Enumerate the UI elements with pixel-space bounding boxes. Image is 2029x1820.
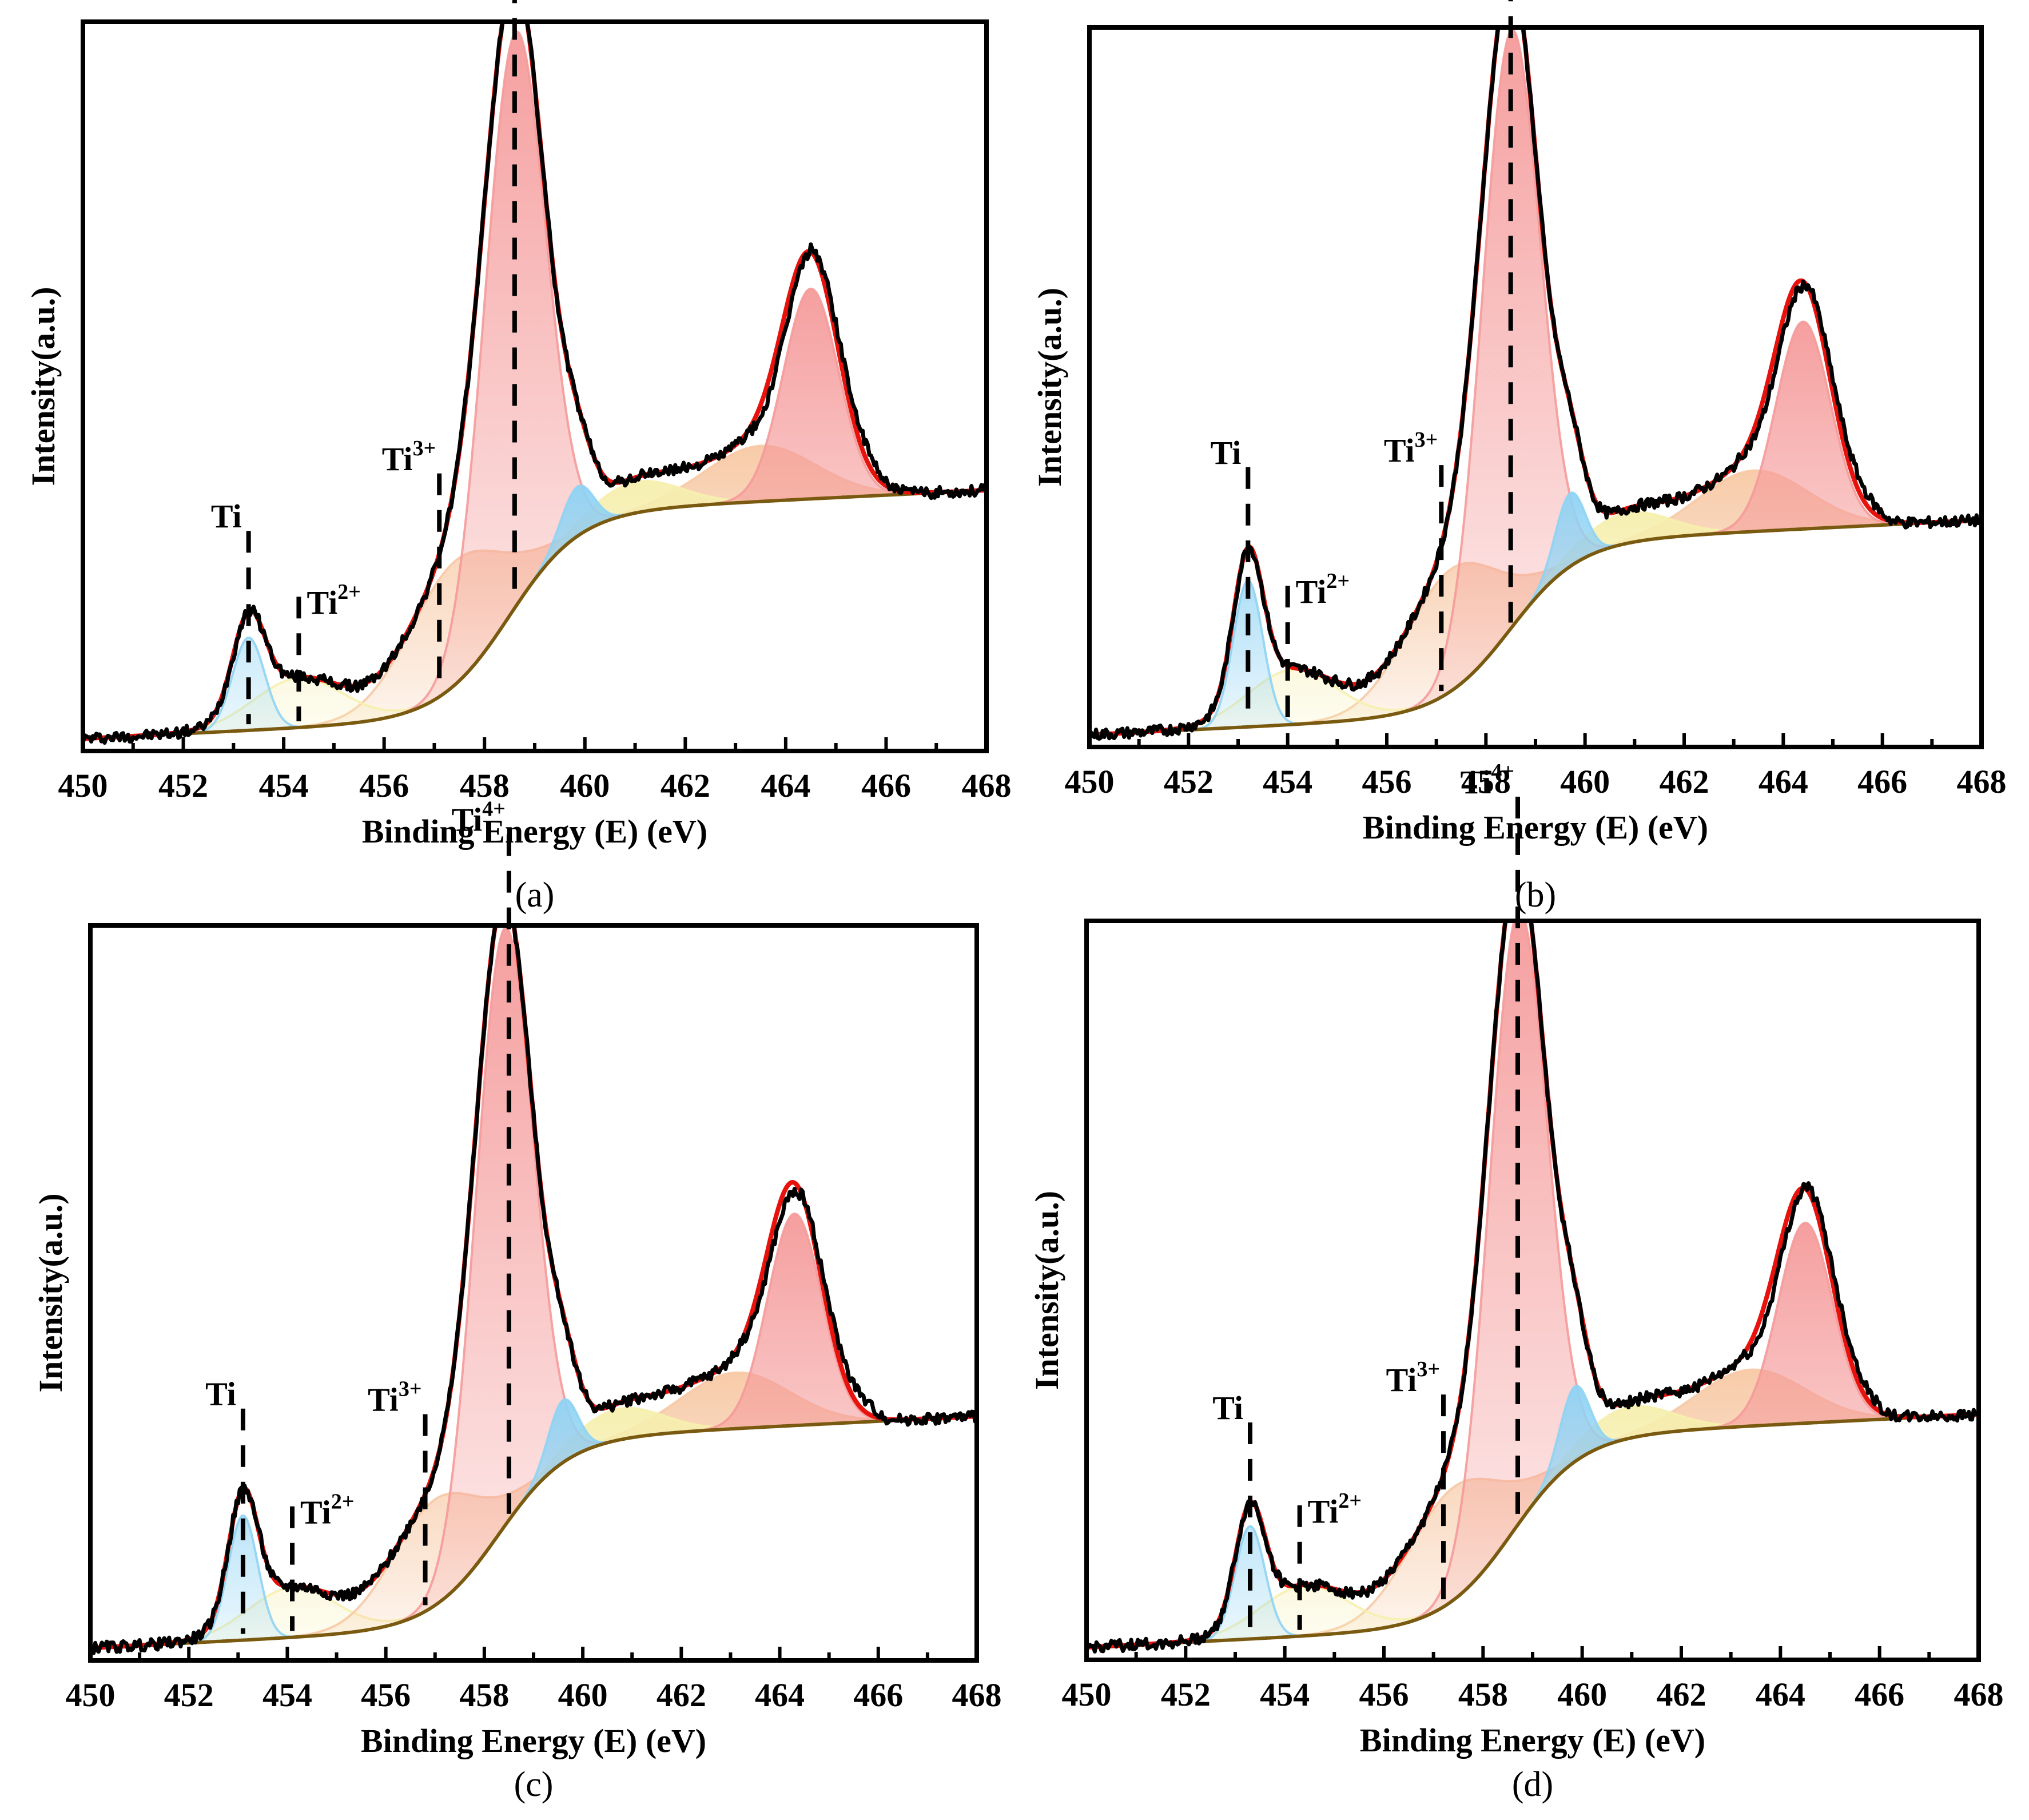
x-tick-label: 464: [761, 767, 810, 804]
x-tick-label: 450: [58, 767, 108, 804]
peak-label-ti: Ti: [211, 498, 242, 535]
background-line: [90, 1414, 977, 1650]
measured-spectrum-line: [1089, 27, 1982, 741]
x-tick-label: 456: [1362, 763, 1412, 800]
x-tick-label: 468: [962, 767, 1012, 804]
plot-area: [83, 22, 986, 745]
x-tick-label: 452: [164, 1676, 214, 1714]
x-axis-title: Binding Energy (E) (eV): [1360, 1722, 1705, 1759]
x-tick-label: 466: [853, 1676, 903, 1714]
component-peak-ti4-2p3-2-: [90, 926, 977, 1650]
peak-label-ti2plus: Ti2+: [1308, 1489, 1362, 1530]
panel-caption: (b): [1515, 876, 1556, 915]
x-tick-label: 466: [1857, 763, 1907, 800]
peak-label-ti3plus: Ti3+: [1384, 428, 1438, 469]
x-tick-label: 466: [861, 767, 911, 804]
measured-spectrum-line: [1087, 921, 1979, 1654]
x-tick-label: 458: [1461, 763, 1511, 800]
x-tick-label: 462: [657, 1676, 706, 1714]
panel-caption: (d): [1512, 1765, 1553, 1804]
x-tick-label: 456: [1359, 1676, 1409, 1713]
y-axis-title: Intensity(a.u.): [25, 287, 62, 486]
x-tick-label: 466: [1855, 1676, 1904, 1713]
peak-label-ti2plus: Ti2+: [307, 580, 360, 621]
x-tick-label: 454: [262, 1676, 312, 1714]
x-tick-label: 468: [1957, 763, 2007, 800]
x-tick-label: 464: [755, 1676, 805, 1714]
panel-caption: (c): [514, 1765, 554, 1804]
x-tick-label: 454: [1263, 763, 1312, 800]
x-tick-label: 464: [1756, 1676, 1805, 1713]
x-tick-label: 462: [661, 767, 710, 804]
x-tick-label: 462: [1657, 1676, 1706, 1713]
peak-label-ti3plus: Ti3+: [382, 436, 436, 478]
plot-area: [1089, 27, 1982, 741]
x-tick-label: 468: [1954, 1676, 2004, 1713]
x-tick-label: 458: [459, 1676, 509, 1714]
x-tick-label: 452: [1164, 763, 1214, 800]
peak-label-ti4plus: Ti4+: [1461, 760, 1514, 801]
panel-caption: (a): [515, 876, 555, 915]
y-axis-title: Intensity(a.u.): [1031, 288, 1068, 487]
x-axis-title: Binding Energy (E) (eV): [362, 813, 707, 850]
y-axis-title: Intensity(a.u.): [32, 1193, 69, 1392]
x-tick-label: 464: [1759, 763, 1808, 800]
x-tick-label: 454: [259, 767, 309, 804]
x-tick-label: 456: [361, 1676, 411, 1714]
peak-label-ti: Ti: [1211, 434, 1242, 471]
x-tick-label: 468: [952, 1676, 1002, 1714]
x-tick-label: 458: [460, 767, 510, 804]
plot-area: [90, 925, 977, 1655]
panels: Ti Ti2+ Ti3+ Ti4+ 450 452 454 456 458 460 462 464 46…: [25, 0, 2007, 1804]
x-tick-label: 450: [1062, 1676, 1112, 1713]
peak-label-ti3plus: Ti3+: [1386, 1357, 1440, 1398]
peak-label-ti3plus: Ti3+: [368, 1377, 421, 1418]
x-tick-label: 452: [1161, 1676, 1211, 1713]
component-peak-ti4-2p3-2-: [83, 30, 986, 740]
measured-spectrum-line: [90, 925, 977, 1655]
component-peak-ti4-2p3-2-: [1087, 921, 1979, 1649]
x-tick-label: 450: [66, 1676, 116, 1714]
peak-label-ti: Ti: [205, 1376, 236, 1413]
x-tick-label: 458: [1458, 1676, 1508, 1713]
x-tick-label: 460: [1557, 1676, 1607, 1713]
peak-label-ti2plus: Ti2+: [300, 1490, 354, 1531]
x-tick-label: 462: [1660, 763, 1709, 800]
background-line: [1087, 1412, 1979, 1650]
x-tick-label: 460: [558, 1676, 608, 1714]
peak-label-ti2plus: Ti2+: [1296, 569, 1350, 610]
xps-panel-c: Ti Ti2+ Ti3+ Ti4+ 450 452 454 456 458 460 462 464 46…: [32, 797, 1002, 1804]
x-axis-title: Binding Energy (E) (eV): [1363, 809, 1708, 846]
x-axis-title: Binding Energy (E) (eV): [361, 1722, 706, 1759]
xps-panel-a: Ti Ti2+ Ti3+ Ti4+ 450 452 454 456 458 460 462 464 46…: [25, 0, 1012, 915]
x-tick-label: 452: [158, 767, 208, 804]
xps-panel-b: Ti Ti2+ Ti3+ Ti4+ 450 452 454 456 458 460 462 464 46…: [1031, 0, 2007, 915]
x-tick-label: 460: [560, 767, 610, 804]
x-tick-label: 456: [359, 767, 409, 804]
x-tick-label: 454: [1260, 1676, 1310, 1713]
xps-panel-d: Ti Ti2+ Ti3+ Ti4+ 450 452 454 456 458 460 462 464 46…: [1028, 760, 2004, 1804]
x-tick-label: 460: [1560, 763, 1610, 800]
background-line: [83, 488, 986, 741]
measured-spectrum-line: [83, 22, 986, 745]
peak-label-ti: Ti: [1212, 1389, 1243, 1426]
background-line: [1089, 518, 1982, 737]
y-axis-title: Intensity(a.u.): [1028, 1191, 1065, 1390]
plot-area: [1087, 921, 1979, 1654]
peak-label-ti4plus: Ti4+: [452, 797, 506, 839]
x-tick-label: 450: [1065, 763, 1115, 800]
